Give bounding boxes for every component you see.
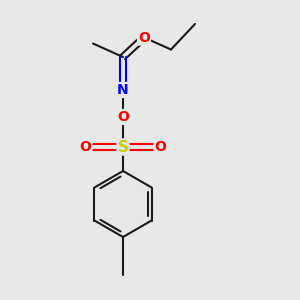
Text: O: O <box>80 140 92 154</box>
Text: N: N <box>117 83 129 97</box>
Text: O: O <box>154 140 166 154</box>
Text: O: O <box>117 110 129 124</box>
Text: O: O <box>138 31 150 44</box>
Text: S: S <box>118 140 128 154</box>
